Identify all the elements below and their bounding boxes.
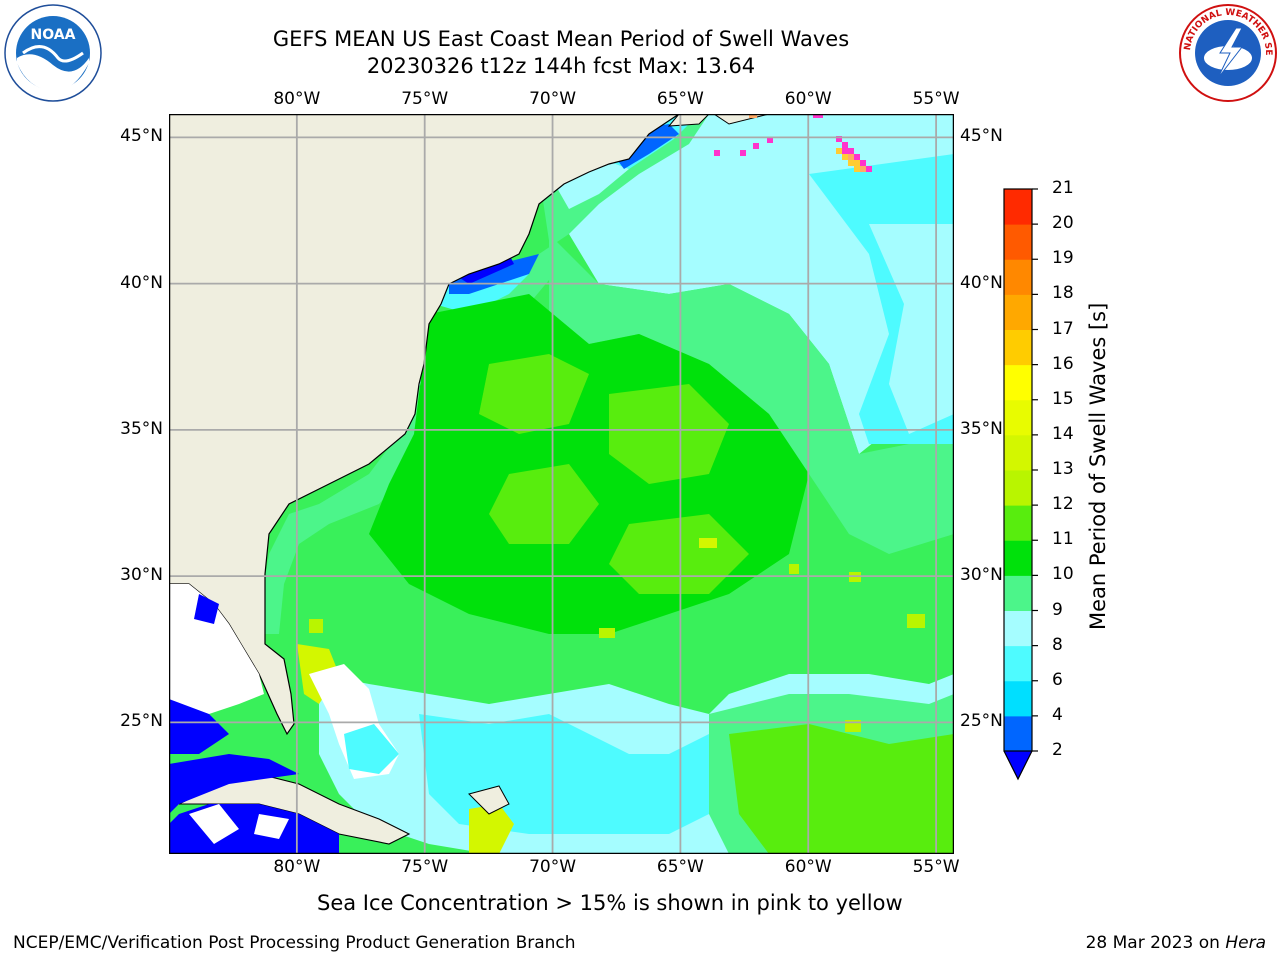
colorbar-tick-label: 10 [1052,564,1074,585]
colorbar-tick-label: 18 [1052,283,1074,304]
lon-label-bottom: 65°W [656,857,704,877]
sea-ice [714,114,872,172]
lat-label-right: 30°N [960,565,1003,586]
colorbar-tick-label: 2 [1052,740,1063,760]
lon-label-bottom: 55°W [912,857,960,877]
colorbar-tick-label: 6 [1052,669,1063,690]
lon-label-bottom: 70°W [529,857,577,877]
colorbar-segment [1004,680,1032,717]
lon-label-top: 80°W [273,89,321,109]
lon-label-top: 60°W [784,89,832,109]
colorbar-tick-label: 13 [1052,459,1074,479]
noaa-logo-text: NOAA [31,27,76,43]
colorbar-tick-label: 17 [1052,318,1074,339]
colorbar-segment [1004,364,1032,401]
colorbar-segment [1004,399,1032,436]
lat-label-left: 35°N [120,418,163,439]
colorbar-tick-label: 15 [1052,388,1074,409]
colorbar [1003,188,1038,781]
map-canvas [168,113,955,855]
chart-title: GEFS MEAN US East Coast Mean Period of S… [272,27,850,51]
colorbar-tick-label: 9 [1052,599,1063,620]
lon-label-top: 70°W [529,89,577,109]
colorbar-tick-label: 20 [1052,213,1074,234]
colorbar-segment [1004,610,1032,647]
colorbar-segment [1004,470,1032,506]
lat-label-left: 30°N [120,565,163,586]
lat-label-left: 40°N [120,272,163,293]
colorbar-tick-label: 8 [1052,634,1063,655]
lat-label-right: 35°N [960,418,1003,439]
lon-label-top: 75°W [401,89,449,109]
map-frame [168,113,955,855]
colorbar-tick-label: 16 [1052,353,1074,374]
footer-machine: Hera [1225,933,1266,953]
colorbar-tick-label: 4 [1052,704,1063,725]
colorbar-segment [1004,505,1032,541]
footer-date: 28 Mar 2023 on [1085,933,1226,953]
colorbar-segment [1004,540,1032,576]
colorbar-tick-label: 19 [1052,248,1074,269]
map-border [168,113,955,855]
colorbar-segment [1004,715,1032,752]
footer-left: NCEP/EMC/Verification Post Processing Pr… [13,933,576,953]
colorbar-segment [1004,434,1032,471]
chart-subtitle: 20230326 t12z 144h fcst Max: 13.64 [366,54,756,78]
colorbar-segment [1004,259,1032,295]
colorbar-title: Mean Period of Swell Waves [s] [1086,302,1110,630]
gridlines [169,114,954,854]
lat-label-right: 45°N [960,126,1003,147]
colorbar-segment [1004,224,1032,260]
footer-right: 28 Mar 2023 on Hera [1086,933,1266,953]
noaa-logo: NOAA [4,4,102,102]
colorbar-tick-label: 14 [1052,423,1074,444]
colorbar-segment [1004,294,1032,330]
colorbar-tick-label: 12 [1052,494,1074,515]
colorbar-segment [1004,329,1032,366]
sea-ice-note: Sea Ice Concentration > 15% is shown in … [317,891,903,915]
lon-label-bottom: 75°W [401,857,449,877]
colorbar-segment [1004,189,1032,225]
colorbar-segment [1004,575,1032,611]
nws-logo: NATIONAL WEATHER SERVICE [1178,3,1277,102]
lat-label-left: 25°N [120,711,163,732]
lat-label-left: 45°N [120,126,163,147]
colorbar-under-arrow [1004,751,1032,779]
lon-label-top: 55°W [912,89,960,109]
colorbar-tick-label: 21 [1052,178,1074,198]
colorbar-segment [1004,645,1032,682]
lat-label-right: 40°N [960,272,1003,293]
lon-label-top: 65°W [656,89,704,109]
colorbar-tick-label: 11 [1052,529,1074,550]
lon-label-bottom: 80°W [273,857,321,877]
lon-label-bottom: 60°W [784,857,832,877]
lat-label-right: 25°N [960,711,1003,732]
